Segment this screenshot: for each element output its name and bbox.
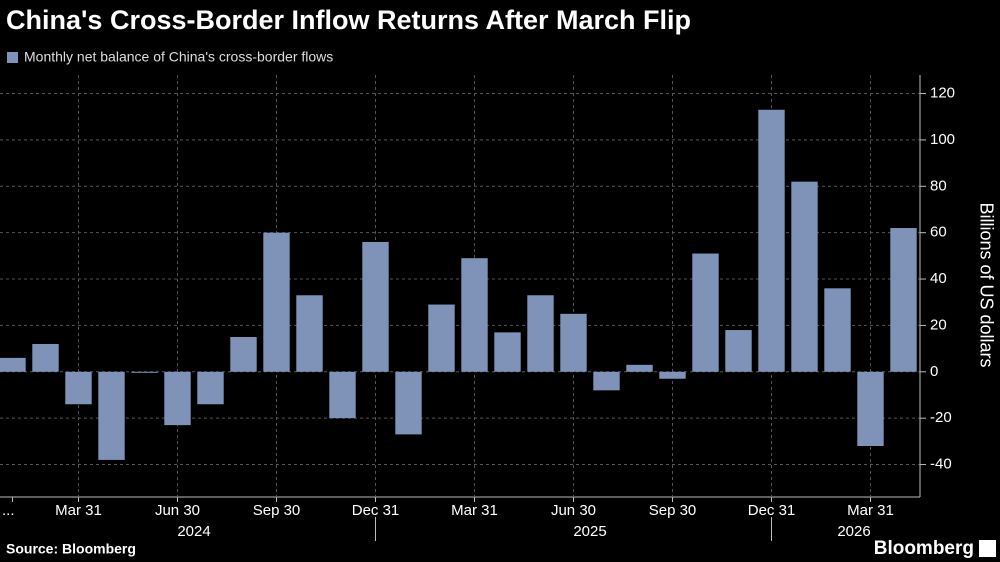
y-tick-label: 60: [930, 224, 947, 241]
x-tick-label: Dec 31: [352, 502, 400, 519]
bar: [164, 371, 191, 426]
bar: [98, 371, 125, 460]
bar: [824, 288, 851, 372]
bar: [230, 337, 257, 372]
x-tick-label: Dec 31: [748, 502, 796, 519]
bar: [428, 304, 455, 372]
y-tick-label: -20: [930, 409, 952, 426]
bar: [263, 232, 290, 372]
bar: [131, 371, 158, 373]
y-tick-label: 100: [930, 131, 955, 148]
legend-swatch: [7, 52, 18, 63]
bar: [692, 253, 719, 372]
year-label: 2025: [573, 523, 606, 540]
x-tick-label: Mar 31: [847, 502, 894, 519]
bar: [857, 371, 884, 446]
bar: [395, 371, 422, 435]
bar: [659, 371, 686, 379]
bar: [527, 295, 554, 372]
x-tick-label: Jun 30: [155, 502, 200, 519]
brand-icon: [979, 540, 996, 557]
y-tick-label: 80: [930, 177, 947, 194]
y-tick-label: 120: [930, 85, 955, 102]
bar: [494, 332, 521, 372]
bar: [296, 295, 323, 372]
y-axis-label: Billions of US dollars: [976, 202, 996, 367]
bar: [362, 241, 389, 372]
year-label: 2024: [177, 523, 210, 540]
x-tick-label: Mar 31: [55, 502, 102, 519]
bar: [197, 371, 224, 405]
bar: [65, 371, 92, 405]
x-tick-label: Jun 30: [551, 502, 596, 519]
bar: [0, 357, 26, 372]
bar: [32, 343, 59, 372]
x-tick-label: Mar 31: [451, 502, 498, 519]
bar: [461, 258, 488, 372]
y-tick-label: 40: [930, 270, 947, 287]
x-tick-label: Sep 30: [253, 502, 301, 519]
x-tick-label: ...: [2, 502, 15, 519]
y-tick-label: 20: [930, 316, 947, 333]
y-tick-label: -40: [930, 456, 952, 473]
bar: [758, 109, 785, 372]
bar: [725, 330, 752, 372]
y-tick-label: 0: [930, 363, 938, 380]
bar: [593, 371, 620, 391]
legend-label: Monthly net balance of China's cross-bor…: [24, 49, 333, 65]
bar: [560, 313, 587, 372]
source: Source: Bloomberg: [6, 541, 136, 557]
bar: [791, 181, 818, 372]
bar: [890, 228, 917, 372]
year-label: 2026: [837, 523, 870, 540]
brand: Bloomberg: [874, 538, 974, 559]
bar: [626, 364, 653, 372]
chart-title: China's Cross-Border Inflow Returns Afte…: [6, 5, 691, 35]
x-tick-label: Sep 30: [649, 502, 697, 519]
bar: [329, 371, 356, 419]
